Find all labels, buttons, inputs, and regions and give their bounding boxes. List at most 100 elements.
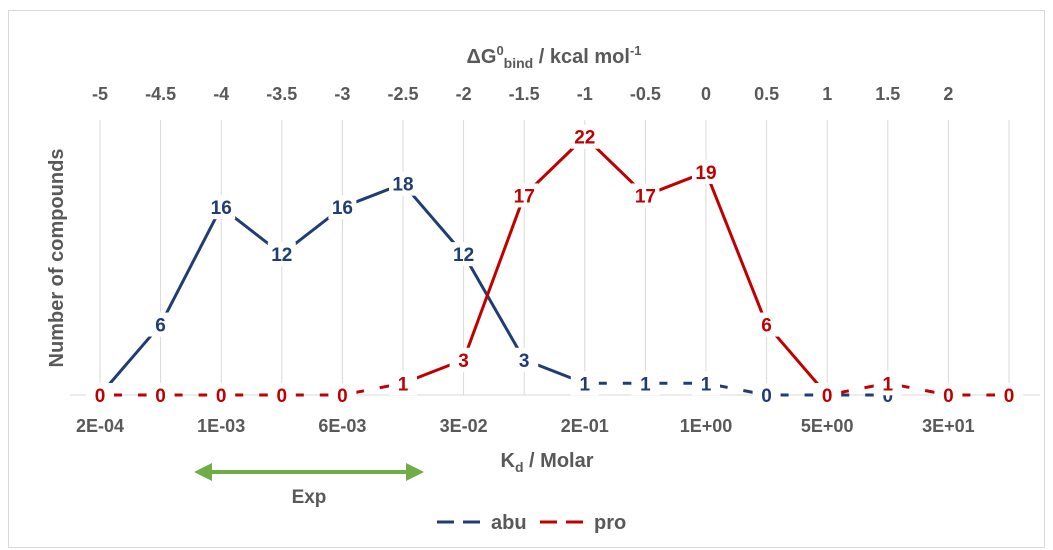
data-label-abu: 3: [519, 351, 530, 372]
series-pro-segment: [704, 171, 768, 326]
top-tick-label: 1.5: [875, 84, 900, 104]
data-label-bg: [328, 383, 357, 407]
data-label-pro: 0: [95, 386, 106, 407]
data-label-pro: 1: [398, 374, 409, 395]
data-label-bg: [207, 383, 236, 407]
data-label-abu: 16: [332, 198, 353, 219]
data-label-abu: 12: [453, 245, 474, 266]
bottom-tick-label: 5E+00: [801, 416, 854, 436]
bottom-tick-label: 1E-03: [197, 416, 245, 436]
data-label-bg: [207, 195, 236, 220]
exp-range-annotation: Exp: [194, 463, 424, 508]
data-label-abu: 1: [580, 374, 591, 395]
data-label-bg: [449, 347, 478, 372]
data-label-abu: 16: [211, 198, 232, 219]
data-label-bg: [631, 371, 660, 396]
grid-lines: [99, 120, 1010, 395]
top-tick-label: -1.5: [509, 84, 540, 104]
data-label-bg: [146, 383, 175, 407]
data-label-bg: [389, 171, 417, 196]
legend-label-abu: abu: [491, 512, 527, 534]
data-label-bg: [510, 347, 539, 372]
data-label-abu: 12: [271, 245, 292, 266]
top-tick-label: -2.5: [387, 84, 418, 104]
data-label-bg: [752, 383, 781, 407]
data-label-pro: 22: [574, 128, 595, 149]
series-abu-segment: [159, 206, 223, 326]
data-label-abu: 6: [155, 316, 166, 337]
data-label-bg: [389, 371, 417, 396]
top-tick-label: -2: [456, 84, 472, 104]
data-label-pro: 0: [1004, 386, 1015, 407]
data-label-bg: [510, 183, 539, 208]
bottom-axis-title: Kd / Molar: [500, 450, 593, 475]
bottom-tick-label: 3E+01: [922, 416, 975, 436]
legend: abu pro: [437, 512, 626, 534]
top-tick-label: -5: [92, 84, 108, 104]
top-tick-label: -1: [577, 84, 593, 104]
data-label-bg: [267, 242, 296, 267]
data-label-bg: [631, 183, 660, 208]
data-label-bg: [328, 195, 357, 220]
legend-item-abu: abu: [437, 512, 527, 534]
legend-item-pro: pro: [540, 512, 626, 534]
bottom-tick-label: 6E-03: [318, 416, 366, 436]
data-label-pro: 6: [761, 316, 772, 337]
data-label-bg: [995, 383, 1023, 407]
data-label-bg: [86, 383, 114, 407]
data-label-bg: [692, 159, 720, 184]
data-label-bg: [267, 383, 296, 407]
data-label-bg: [146, 312, 175, 337]
bottom-tick-label: 2E-04: [76, 416, 124, 436]
data-label-abu: 1: [640, 374, 651, 395]
data-label-bg: [449, 242, 478, 267]
data-label-bg: [692, 371, 720, 396]
exp-arrow-head-right: [406, 463, 424, 481]
series-abu-segment: [462, 253, 526, 361]
data-label-pro: 0: [216, 386, 227, 407]
bottom-tick-label: 3E-02: [440, 416, 488, 436]
top-axis-title: ΔG0bind / kcal mol-1: [467, 43, 642, 71]
data-label-pro: 0: [943, 386, 954, 407]
bottom-tick-label: 1E+00: [680, 416, 733, 436]
top-tick-label: 0: [701, 84, 711, 104]
top-tick-labels: -5 -4.5 -4 -3.5 -3 -2.5 -2 -1.5 -1 -0.5 0 0.5 1 1.5 2: [92, 84, 953, 104]
data-label-abu: 0: [761, 386, 772, 407]
series-layer: [98, 135, 1009, 397]
bottom-tick-labels: 2E-04 1E-03 6E-03 3E-02 2E-01 1E+00 5E+00 3E+01: [76, 416, 975, 436]
top-tick-label: 0.5: [754, 84, 779, 104]
chart-frame: [8, 10, 1045, 548]
data-label-pro: 1: [883, 374, 894, 395]
legend-label-pro: pro: [594, 512, 626, 534]
data-label-bg: [813, 383, 842, 407]
top-tick-label: -0.5: [630, 84, 661, 104]
data-label-pro: 17: [514, 186, 535, 207]
top-tick-label: -4.5: [145, 84, 176, 104]
data-label-pro: 17: [635, 186, 656, 207]
data-label-pro: 0: [337, 386, 348, 407]
data-label-pro: 0: [822, 386, 833, 407]
data-label-pro: 0: [277, 386, 288, 407]
top-tick-label: 2: [943, 84, 953, 104]
data-label-abu: 1: [701, 374, 712, 395]
series-pro-segment: [462, 194, 526, 361]
data-label-pro: 19: [695, 163, 716, 184]
exp-range-label: Exp: [292, 487, 327, 508]
data-label-bg: [873, 371, 902, 396]
top-tick-label: -3.5: [266, 84, 297, 104]
top-tick-label: 1: [822, 84, 832, 104]
top-tick-label: -4: [213, 84, 229, 104]
data-label-bg: [752, 312, 781, 337]
data-label-pro: 0: [155, 386, 166, 407]
data-label-pro: 3: [458, 351, 469, 372]
y-axis-title: Number of compounds: [46, 149, 68, 368]
top-tick-label: -3: [334, 84, 350, 104]
data-label-abu: 0: [883, 386, 894, 407]
data-label-bg: [570, 124, 599, 149]
data-label-bg: [570, 371, 599, 396]
exp-arrow-head-left: [194, 463, 212, 481]
data-label-bg: [934, 383, 963, 407]
data-label-abu: 18: [392, 175, 413, 196]
